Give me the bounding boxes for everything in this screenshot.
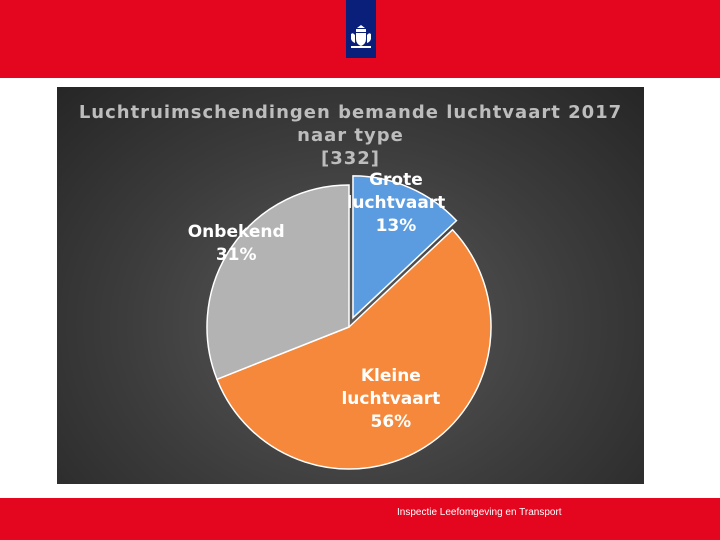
rijksoverheid-coat-of-arms-icon — [351, 25, 371, 48]
chart-title: Luchtruimschendingen bemande luchtvaart … — [57, 101, 644, 170]
chart-title-line: [332] — [320, 148, 381, 169]
pie-plot-area: Grote luchtvaart 13% Kleine luchtvaart 56% Onb… — [188, 170, 492, 470]
slice-label: Kleine luchtvaart 56% — [341, 366, 440, 432]
pie-chart: Luchtruimschendingen bemande luchtvaart … — [57, 87, 644, 484]
footer-text: Inspectie Leefomgeving en Transport — [397, 507, 562, 518]
header-bar — [0, 0, 720, 78]
pie-slice — [215, 228, 492, 470]
slice-label: Grote luchtvaart 13% — [347, 170, 446, 236]
chart-title-line: Luchtruimschendingen bemande luchtvaart … — [78, 102, 623, 123]
chart-title-line: naar type — [297, 125, 404, 146]
pie-slice — [352, 175, 458, 320]
slice-label: Onbekend 31% — [188, 222, 285, 265]
pie-slice — [206, 184, 350, 381]
logo — [346, 0, 376, 58]
footer-bar — [0, 498, 720, 540]
